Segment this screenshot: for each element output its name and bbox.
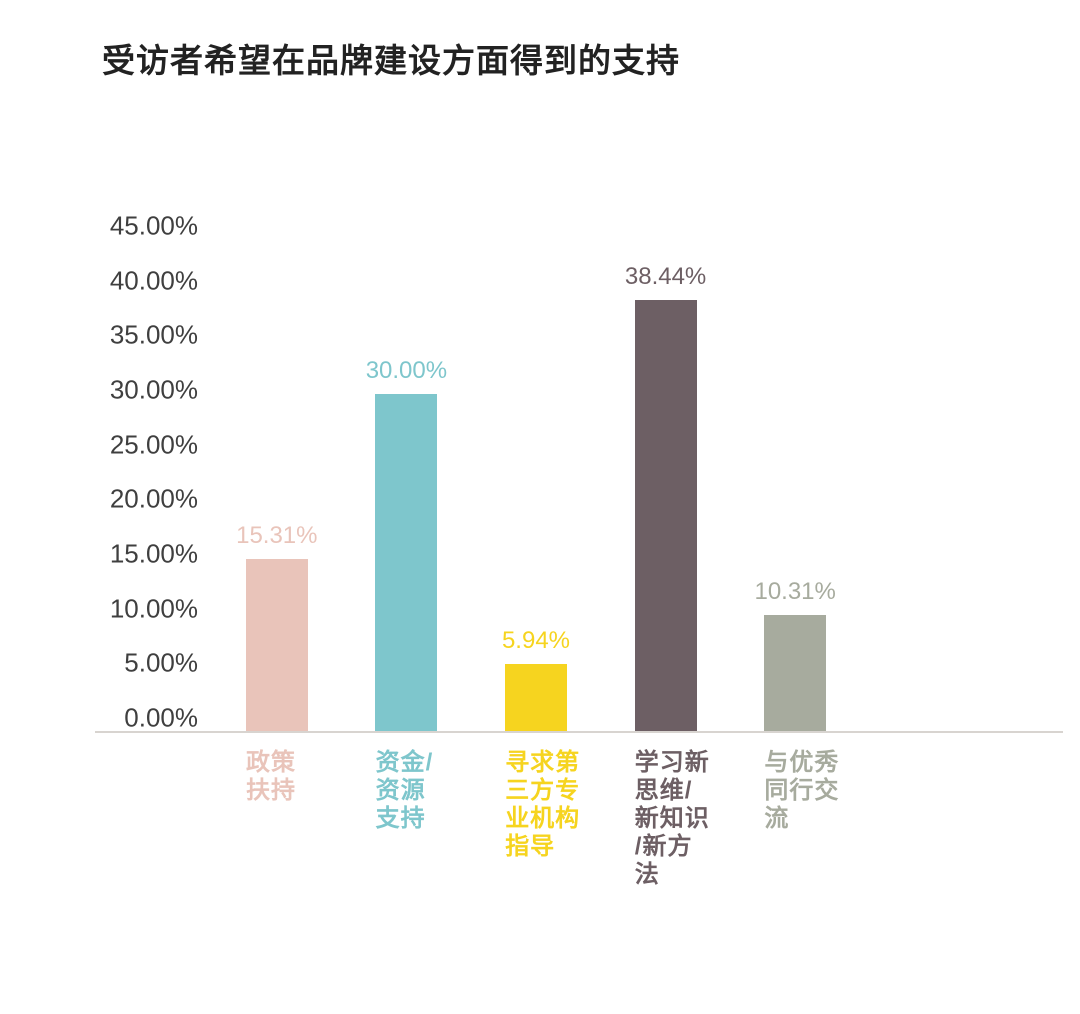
x-axis-labels: 政策 扶持 资金/资源 支持 寻求第 三方专 业机构 指导 学习新 思维/新知识/新方法与优秀 同行… <box>212 749 860 889</box>
y-tick-label: 35.00% <box>109 319 198 350</box>
bar-column: 15.31% <box>212 226 342 731</box>
bar <box>375 394 438 731</box>
bar <box>764 615 827 731</box>
y-tick-label: 40.00% <box>109 265 198 296</box>
category-label: 资金/资源 支持 <box>375 749 434 832</box>
category-label: 政策 扶持 <box>246 749 296 804</box>
bar-column: 38.44% <box>601 226 731 731</box>
plot-area: 15.31% 30.00% 5.94% 38.44% 10.31% <box>212 226 860 731</box>
bar-value-label: 38.44% <box>624 262 707 290</box>
bar-column: 10.31% <box>730 226 860 731</box>
y-tick-label: 0.00% <box>124 702 198 733</box>
chart-title: 受访者希望在品牌建设方面得到的支持 <box>102 42 680 79</box>
y-tick-label: 20.00% <box>109 483 198 514</box>
bar-value-label: 5.94% <box>501 627 571 655</box>
x-axis-line <box>95 731 1063 733</box>
bar <box>634 299 697 731</box>
y-tick-label: 25.00% <box>109 429 198 460</box>
bar-value-label: 15.31% <box>236 522 318 550</box>
bar-value-label: 10.31% <box>754 578 836 606</box>
y-tick-label: 15.00% <box>109 538 198 569</box>
y-tick-label: 45.00% <box>109 210 198 241</box>
category-label: 寻求第 三方专 业机构 指导 <box>505 749 581 860</box>
y-axis: 45.00% 40.00% 35.00% 30.00% 25.00% 20.00% 15.0… <box>50 211 198 733</box>
bar <box>504 664 567 731</box>
y-tick-label: 5.00% <box>124 647 198 678</box>
bar <box>245 559 308 731</box>
bar-column: 5.94% <box>471 226 601 731</box>
bar-column: 30.00% <box>342 226 472 731</box>
y-tick-label: 10.00% <box>109 593 198 624</box>
y-tick-label: 30.00% <box>109 374 198 405</box>
bar-value-label: 30.00% <box>365 357 448 385</box>
category-label: 与优秀 同行交流 <box>764 749 840 832</box>
category-label: 学习新 思维/新知识/新方法 <box>634 749 710 888</box>
